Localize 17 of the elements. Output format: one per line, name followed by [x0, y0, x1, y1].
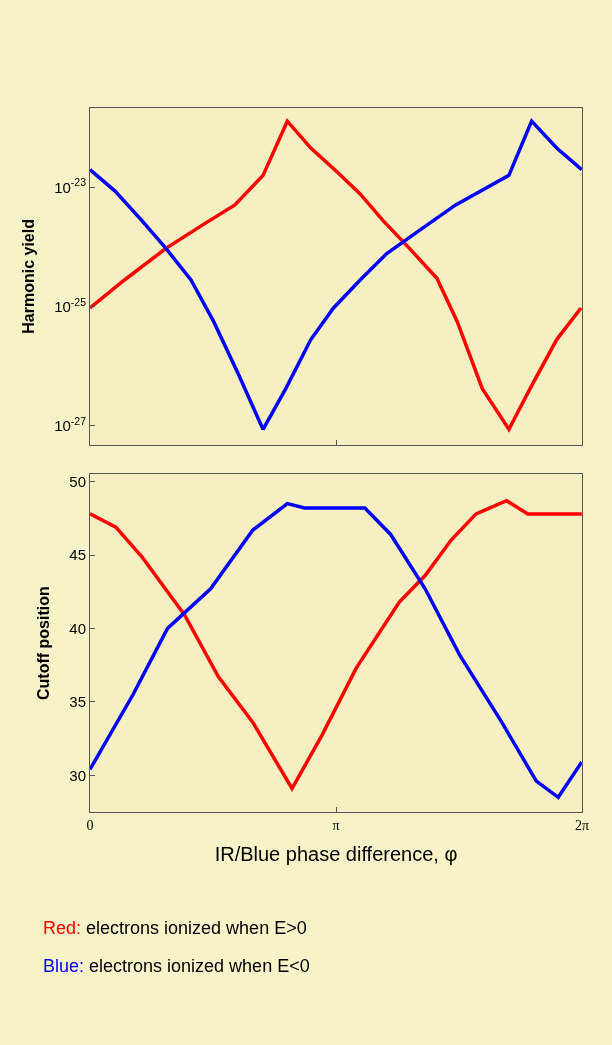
y-tick-label: 40 — [69, 619, 86, 637]
text: Red: electrons ionized when E>0 — [43, 918, 307, 938]
y-tick-label: 10$^{-23}$ — [54, 176, 87, 196]
y-tick-label: 30 — [69, 766, 86, 784]
x-tick-label: 0 — [86, 817, 94, 833]
y-tick-label: 35 — [69, 693, 86, 711]
y-tick-label: 10$^{-27}$ — [54, 414, 87, 435]
line-series — [90, 119, 582, 432]
y-axis-title: Cutoff position — [35, 586, 53, 700]
x-tick-label: 2π — [574, 817, 590, 833]
text: Blue: electrons ionized when E<0 — [43, 956, 310, 976]
y-axis-title: Harmonic yield — [20, 219, 38, 334]
y-tick-label: 10$^{-25}$ — [54, 295, 87, 315]
x-axis-title: IR/Blue phase difference, φ — [214, 843, 458, 866]
y-tick-label: 45 — [69, 546, 86, 564]
y-tick-label: 50 — [69, 472, 86, 490]
x-tick-label: π — [332, 817, 340, 833]
